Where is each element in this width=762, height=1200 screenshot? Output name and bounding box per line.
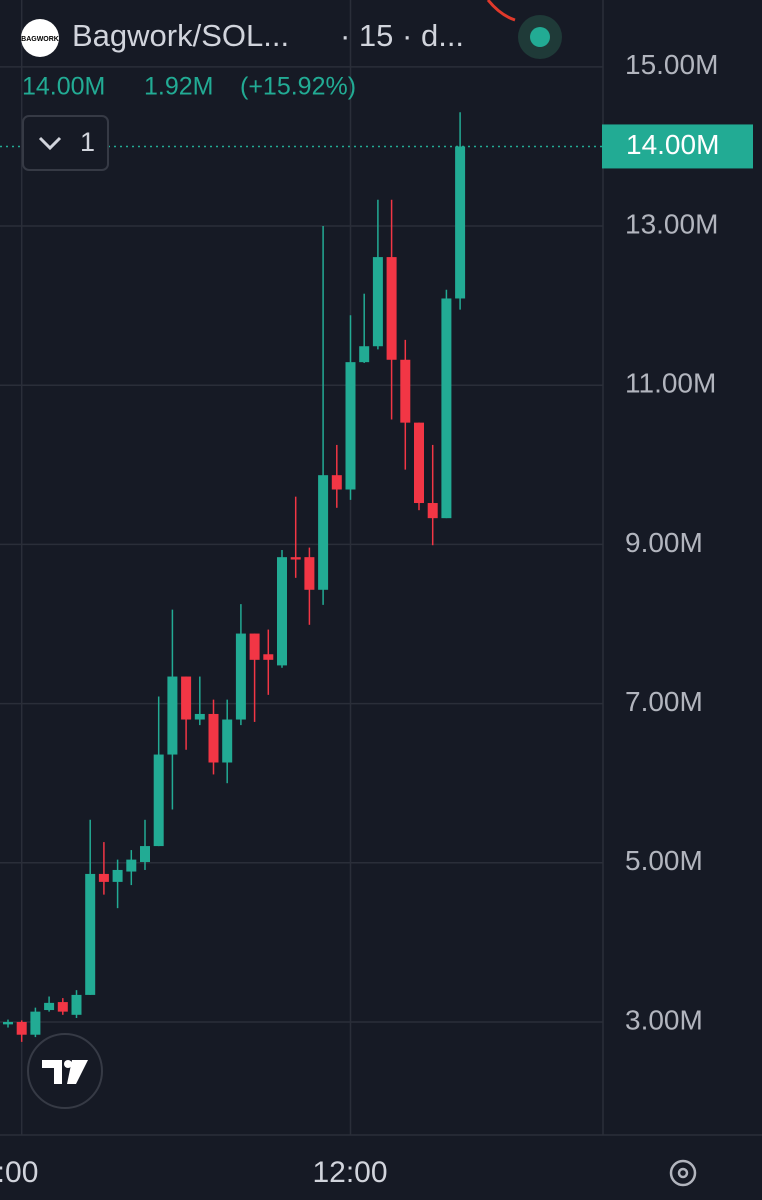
logo [21, 19, 59, 57]
candle-body [263, 654, 274, 660]
grid [0, 0, 603, 1135]
candle-body [441, 298, 452, 519]
candle-body [222, 719, 233, 763]
last-price-badge [602, 124, 753, 169]
candle-body [372, 257, 383, 347]
candle-body [359, 346, 370, 363]
candle-body [30, 1011, 41, 1035]
candle-body [249, 633, 260, 660]
header-change: 1.92M [144, 73, 213, 101]
candle-body [277, 557, 287, 666]
candle-body [181, 676, 192, 720]
candle-body [3, 1021, 13, 1025]
symbol: Bagwork/SOL... [72, 18, 289, 53]
candle-body [112, 869, 123, 882]
y-tick-label: 15.00M [625, 49, 718, 80]
chevron [38, 136, 62, 151]
candle-body [85, 873, 96, 995]
candle-body [208, 713, 219, 763]
candle-body [98, 873, 109, 882]
settings-icon[interactable] [669, 1159, 697, 1187]
candle-body [386, 257, 397, 360]
y-tick-label: 13.00M [625, 208, 718, 239]
candle-body [331, 475, 342, 490]
candle-body [194, 713, 205, 720]
y-axis: 3.00M 5.00M 7.00M 9.00M 11.00M 13.00M 15.00M 14… [602, 49, 753, 1035]
candle-body [153, 754, 164, 847]
candle-body [345, 362, 356, 490]
settings-icon-center [677, 1167, 689, 1179]
candle-body [44, 1002, 55, 1011]
tv-logo-dot [64, 1060, 72, 1068]
x-tick-label: 12:00 [312, 1156, 387, 1189]
candle-body [427, 503, 438, 519]
candle-body [400, 359, 411, 423]
legend-toggle[interactable] [22, 115, 109, 171]
candle-body [235, 633, 246, 720]
candle-body [71, 994, 82, 1015]
candle-body [57, 1002, 68, 1012]
logo-text: BAGWORK [21, 36, 59, 43]
legend-count: 1 [80, 127, 95, 157]
y-tick-label: 3.00M [625, 1004, 703, 1035]
candles [0, 112, 603, 1042]
candle-body [304, 557, 315, 590]
candle-body [16, 1021, 27, 1035]
interval: · 15 · d... [340, 18, 464, 53]
y-tick-label: 9.00M [625, 527, 703, 558]
y-tick-label: 5.00M [625, 845, 703, 876]
candle-body [455, 146, 466, 299]
y-tick-label: 11.00M [625, 368, 716, 399]
candle-body [318, 475, 329, 590]
tv-logo[interactable] [27, 1033, 103, 1109]
candle-body [167, 676, 178, 755]
status-dot [530, 27, 550, 47]
last-price-label: 14.00M [626, 129, 719, 160]
decoration [486, 0, 516, 22]
header-price: 14.00M [22, 73, 105, 101]
header-change-pct: (+15.92%) [240, 73, 356, 101]
x-tick-label: 6:00 [0, 1156, 38, 1189]
candle-body [140, 846, 150, 862]
candle-body [414, 422, 424, 504]
candle-body [126, 859, 137, 872]
y-tick-label: 7.00M [625, 686, 703, 717]
tv-logo-mark [42, 1060, 88, 1084]
candle-body [290, 557, 301, 560]
